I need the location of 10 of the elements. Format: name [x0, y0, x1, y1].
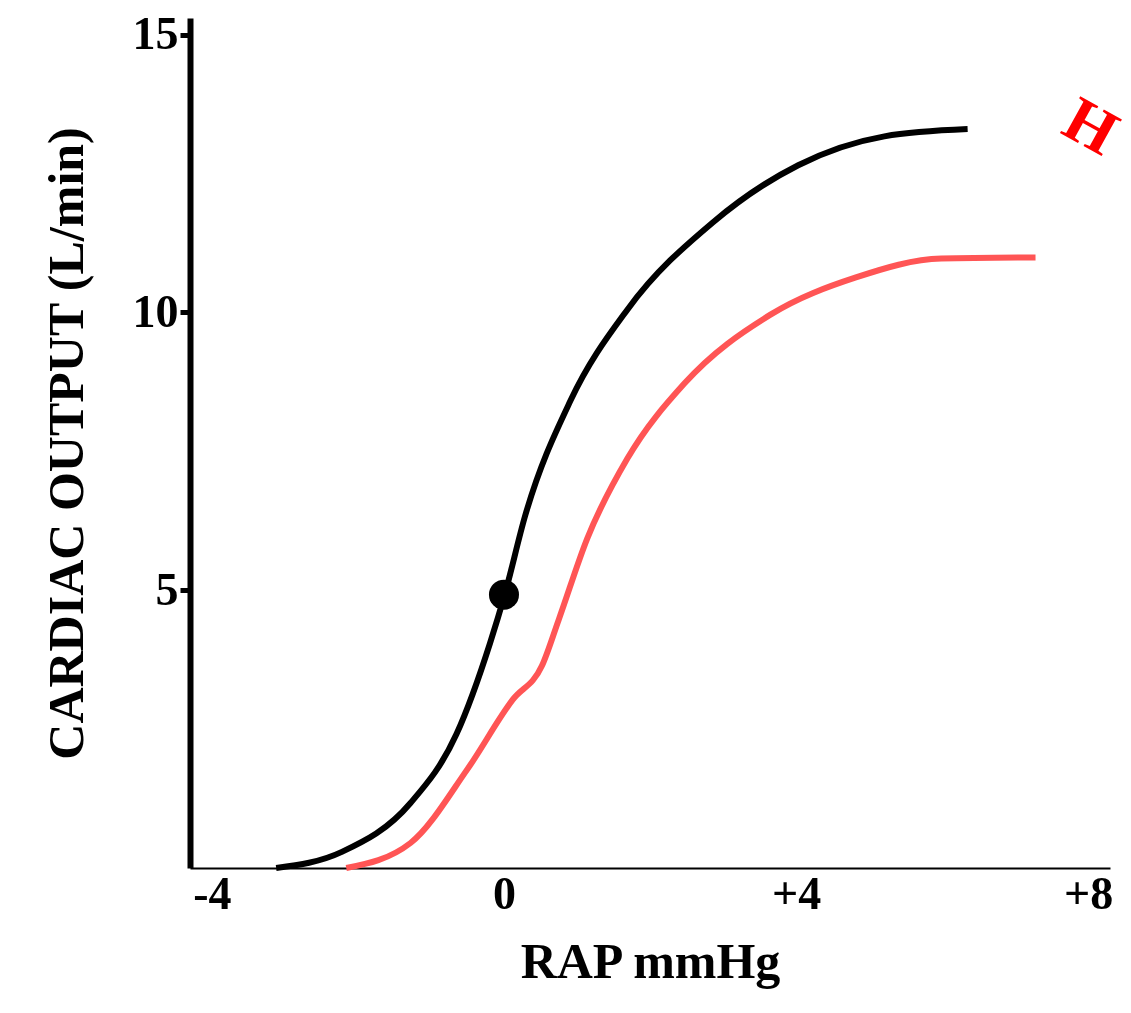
x-tick-label: 0	[492, 867, 516, 919]
annotation: H	[1052, 82, 1131, 169]
x-tick-label: +4	[771, 867, 822, 919]
x-tick-label: +8	[1063, 867, 1114, 919]
y-tick-label: 5	[155, 563, 179, 615]
y-tick-label: 15	[132, 8, 179, 60]
x-axis-title: RAP mmHg	[520, 932, 781, 989]
y-tick-label: 10	[132, 285, 179, 337]
y-axis-title: CARDIAC OUTPUT (L/min)	[37, 127, 94, 760]
x-tick-label: -4	[193, 867, 232, 919]
